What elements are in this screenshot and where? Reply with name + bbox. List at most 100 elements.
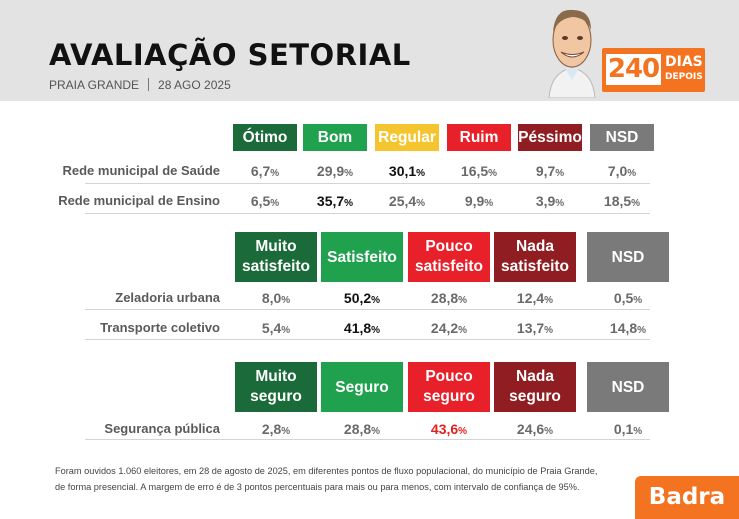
- column-header-line: Muito: [255, 368, 297, 385]
- row-label: Zeladoria urbana: [115, 290, 220, 305]
- methodology-footnote: Foram ouvidos 1.060 eleitores, em 28 de …: [55, 463, 615, 495]
- percent-sign: %: [458, 295, 468, 306]
- value-number: 43,6: [430, 421, 459, 437]
- value-number: 8,0: [261, 290, 282, 306]
- column-header-line: Péssimo: [518, 129, 582, 146]
- mayor-caricature: [548, 9, 596, 98]
- badge-number: 240: [606, 54, 661, 85]
- value-cell: 28,8%: [322, 421, 402, 440]
- value-cell: 7,0%: [582, 163, 662, 182]
- value-cell: 28,8%: [409, 290, 489, 309]
- column-header-line: Pouco: [425, 368, 473, 385]
- column-header-line: NSD: [605, 129, 639, 146]
- column-header: NSD: [587, 232, 669, 282]
- value-cell: 25,4%: [367, 193, 447, 212]
- column-header-line: Pouco: [425, 238, 473, 255]
- column-header: Ótimo: [233, 124, 297, 151]
- row-label: Rede municipal de Ensino: [58, 193, 220, 208]
- value-cell: 0,5%: [588, 290, 668, 309]
- column-header: Bom: [303, 124, 367, 151]
- column-header: Regular: [375, 124, 439, 151]
- value-number: 9,9: [464, 193, 485, 209]
- column-header-line: Seguro: [335, 378, 389, 396]
- row-divider: [85, 439, 650, 440]
- badra-logo: Badra: [635, 476, 739, 519]
- percent-sign: %: [281, 325, 291, 336]
- percent-sign: %: [371, 325, 381, 336]
- value-number: 29,9: [316, 163, 345, 179]
- percent-sign: %: [270, 198, 280, 209]
- value-number: 30,1: [388, 163, 417, 179]
- value-number: 28,8: [343, 421, 372, 437]
- percent-sign: %: [344, 168, 354, 179]
- subtitle-divider: [148, 78, 150, 91]
- percent-sign: %: [555, 198, 565, 209]
- value-number: 2,8: [261, 421, 282, 437]
- percent-sign: %: [544, 325, 554, 336]
- value-number: 25,4: [388, 193, 417, 209]
- row-divider: [85, 339, 650, 340]
- row-label: Transporte coletivo: [100, 320, 220, 335]
- value-number: 5,4: [261, 320, 282, 336]
- column-header: NSD: [587, 362, 669, 412]
- value-number: 35,7: [316, 193, 345, 209]
- column-header-line: Bom: [317, 129, 353, 146]
- value-cell: 5,4%: [236, 320, 316, 339]
- column-header-line: seguro: [423, 388, 475, 405]
- percent-sign: %: [458, 426, 468, 437]
- percent-sign: %: [458, 325, 468, 336]
- badge-line2: DEPOIS: [665, 72, 703, 82]
- value-number: 13,7: [516, 320, 545, 336]
- column-header: Seguro: [321, 362, 403, 412]
- percent-sign: %: [371, 426, 381, 437]
- column-header-line: seguro: [250, 388, 302, 405]
- page-subtitle: PRAIA GRANDE 28 AGO 2025: [49, 78, 231, 92]
- column-header-line: satisfeito: [414, 258, 484, 275]
- column-header-line: Satisfeito: [327, 248, 397, 266]
- column-header-line: Ruim: [459, 129, 499, 146]
- column-header: Muito satisfeito: [235, 232, 317, 282]
- percent-sign: %: [416, 198, 426, 209]
- value-cell: 12,4%: [495, 290, 575, 309]
- row-divider: [85, 183, 650, 184]
- value-cell: 14,8%: [588, 320, 668, 339]
- percent-sign: %: [270, 168, 280, 179]
- percent-sign: %: [633, 426, 643, 437]
- value-cell: 6,7%: [225, 163, 305, 182]
- value-cell: 50,2%: [322, 290, 402, 309]
- value-number: 6,5: [250, 193, 271, 209]
- value-number: 24,6: [516, 421, 545, 437]
- value-cell: 43,6%: [409, 421, 489, 440]
- column-header: Péssimo: [518, 124, 582, 151]
- percent-sign: %: [416, 168, 426, 179]
- value-number: 3,9: [535, 193, 556, 209]
- value-cell: 30,1%: [367, 163, 447, 182]
- column-header-line: seguro: [509, 388, 561, 405]
- percent-sign: %: [627, 168, 637, 179]
- percent-sign: %: [488, 168, 498, 179]
- percent-sign: %: [281, 295, 291, 306]
- column-header: Pouco seguro: [408, 362, 490, 412]
- value-number: 50,2: [343, 290, 372, 306]
- value-cell: 9,7%: [510, 163, 590, 182]
- value-cell: 24,2%: [409, 320, 489, 339]
- value-cell: 0,1%: [588, 421, 668, 440]
- row-divider: [85, 213, 650, 214]
- value-cell: 18,5%: [582, 193, 662, 212]
- percent-sign: %: [544, 426, 554, 437]
- value-number: 24,2: [430, 320, 459, 336]
- column-header: Satisfeito: [321, 232, 403, 282]
- column-header-line: NSD: [611, 378, 645, 396]
- value-cell: 16,5%: [439, 163, 519, 182]
- footnote-line-2: de forma presencial. A margem de erro é …: [55, 482, 580, 492]
- percent-sign: %: [555, 168, 565, 179]
- percent-sign: %: [371, 295, 381, 306]
- column-header-line: Nada: [516, 368, 554, 385]
- value-number: 0,5: [613, 290, 634, 306]
- column-header-line: Nada: [516, 238, 554, 255]
- value-cell: 13,7%: [495, 320, 575, 339]
- column-header-line: Regular: [378, 129, 436, 146]
- value-cell: 29,9%: [295, 163, 375, 182]
- value-number: 7,0: [607, 163, 628, 179]
- row-label: Segurança pública: [104, 421, 220, 436]
